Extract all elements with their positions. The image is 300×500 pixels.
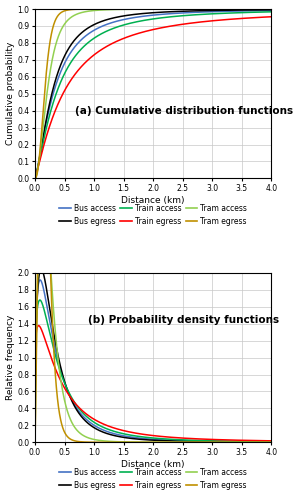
X-axis label: Distance (km): Distance (km) (122, 460, 185, 468)
Y-axis label: Relative frequency: Relative frequency (6, 315, 15, 400)
Text: (a) Cumulative distribution functions: (a) Cumulative distribution functions (75, 106, 293, 116)
Y-axis label: Cumulative probability: Cumulative probability (6, 42, 15, 146)
Legend: Bus access, Bus egress, Train access, Train egress, Tram access, Tram egress: Bus access, Bus egress, Train access, Tr… (56, 464, 250, 492)
Legend: Bus access, Bus egress, Train access, Train egress, Tram access, Tram egress: Bus access, Bus egress, Train access, Tr… (56, 201, 250, 228)
Text: (b) Probability density functions: (b) Probability density functions (88, 316, 280, 326)
X-axis label: Distance (km): Distance (km) (122, 196, 185, 204)
